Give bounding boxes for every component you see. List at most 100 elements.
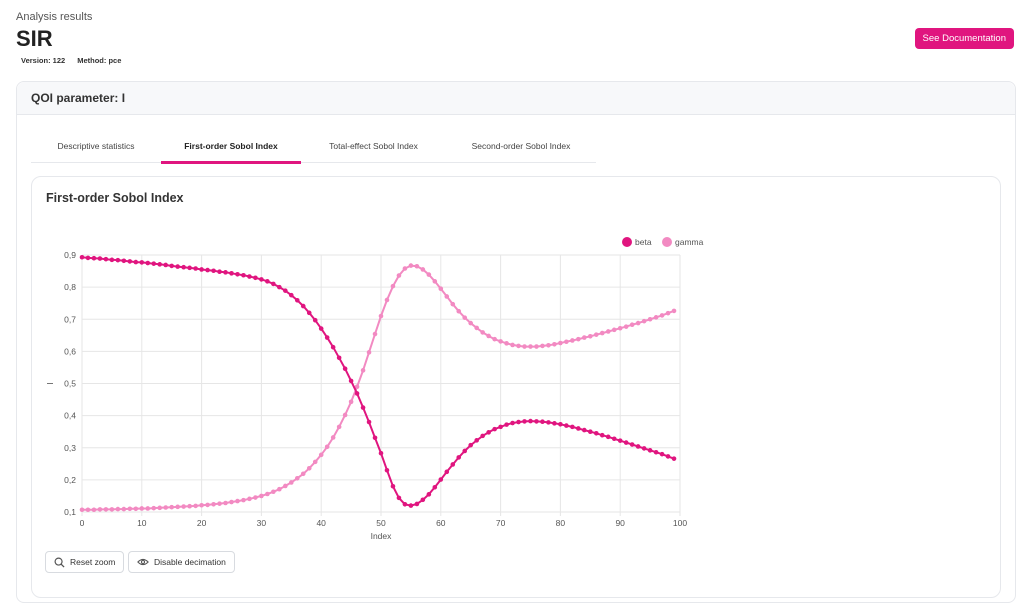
data-point-gamma [426,272,432,277]
data-point-gamma [486,333,491,339]
data-point-beta [522,419,527,424]
version-label: Version: 122 [21,56,66,65]
chart-title: First-order Sobol Index [46,191,184,205]
data-point-beta [241,272,246,278]
data-point-gamma [647,316,653,322]
data-point-beta [593,430,599,436]
data-point-beta [408,503,414,508]
data-point-beta [474,438,479,443]
data-point-beta [641,446,647,451]
data-point-gamma [115,506,121,512]
data-point-gamma [199,502,204,508]
data-point-gamma [576,336,581,342]
data-point-beta [659,451,665,457]
data-point-gamma [300,471,306,477]
data-point-beta [516,419,521,425]
data-point-gamma [617,325,623,331]
data-point-gamma [259,493,264,499]
data-point-beta [540,419,545,425]
data-point-beta [546,420,551,425]
data-point-beta [294,297,300,303]
disable-decimation-button[interactable]: Disable decimation [128,551,235,573]
data-point-beta [330,344,336,350]
data-point-gamma [588,333,593,339]
data-point-beta [444,469,450,475]
data-point-gamma [665,310,671,316]
series-line-gamma [82,264,675,511]
data-point-beta [671,456,677,461]
data-point-beta [468,442,474,448]
data-point-gamma [390,283,396,289]
data-point-gamma [277,486,282,492]
data-point-beta [534,419,539,424]
y-tick-label: 0,9 [64,250,76,260]
data-point-beta [109,257,115,263]
data-point-beta [115,257,121,263]
data-point-gamma [498,339,503,344]
method-label: Method: pce [77,56,122,65]
data-point-gamma [623,324,629,329]
data-point-gamma [324,444,330,450]
data-point-beta [312,317,318,323]
data-point-beta [217,269,222,275]
meta-info: Version: 122 Method: pce [21,56,121,65]
data-point-gamma [330,435,336,440]
data-point-gamma [271,489,276,495]
tab-first-order-sobol[interactable]: First-order Sobol Index [161,131,301,164]
tab-descriptive-statistics[interactable]: Descriptive statistics [57,141,135,151]
data-point-gamma [127,506,133,512]
data-point-beta [187,265,192,271]
data-point-beta [635,444,641,449]
magnifier-icon [54,557,65,568]
data-point-beta [163,262,169,268]
data-point-beta [372,435,378,441]
y-tick-label: 0,6 [64,346,76,356]
data-point-gamma [504,341,509,346]
data-point-gamma [522,344,527,349]
data-point-gamma [91,507,97,513]
x-tick-label: 10 [137,518,147,528]
data-point-gamma [151,505,157,511]
y-axis-label: I [45,382,55,384]
data-point-gamma [175,504,180,510]
data-point-beta [277,284,282,290]
see-documentation-button[interactable]: See Documentation [914,28,1014,49]
x-tick-label: 40 [316,518,326,528]
data-point-gamma [582,335,587,340]
data-point-beta [318,326,324,331]
data-point-beta [599,432,605,438]
data-point-beta [480,433,485,439]
legend-label-gamma: gamma [675,237,704,247]
sobol-line-chart[interactable]: 0,1 0,2 0,3 0,4 0,5 0,6 0,7 0,8 0,9 0 10 20 30 40 50 60… [32,177,1000,547]
data-point-gamma [534,344,539,349]
data-point-gamma [468,320,474,326]
data-point-beta [193,266,198,271]
data-point-beta [414,501,420,507]
data-point-gamma [414,263,420,269]
data-point-gamma [635,320,641,326]
data-point-beta [623,440,629,445]
data-point-gamma [611,327,617,333]
data-point-gamma [408,263,414,268]
qoi-label: QOI parameter: I [31,91,126,105]
tab-total-effect-sobol[interactable]: Total-effect Sobol Index [329,141,418,151]
data-point-beta [653,449,659,455]
data-point-gamma [312,459,318,465]
data-point-gamma [564,339,569,345]
tab-second-order-sobol[interactable]: Second-order Sobol Index [471,141,571,151]
data-point-gamma [480,330,485,335]
qoi-panel: QOI parameter: I Descriptive statistics … [16,81,1016,603]
data-point-gamma [169,504,174,510]
reset-zoom-button[interactable]: Reset zoom [45,551,125,573]
data-point-beta [432,484,438,490]
y-tick-label: 0,4 [64,411,76,421]
data-point-gamma [354,384,360,390]
data-point-beta [486,430,491,435]
data-point-gamma [450,301,456,307]
data-point-beta [306,310,312,316]
x-tick-label: 30 [257,518,267,528]
data-point-gamma [193,503,198,509]
data-point-beta [558,421,563,427]
data-point-gamma [641,318,647,324]
data-point-gamma [217,501,222,506]
